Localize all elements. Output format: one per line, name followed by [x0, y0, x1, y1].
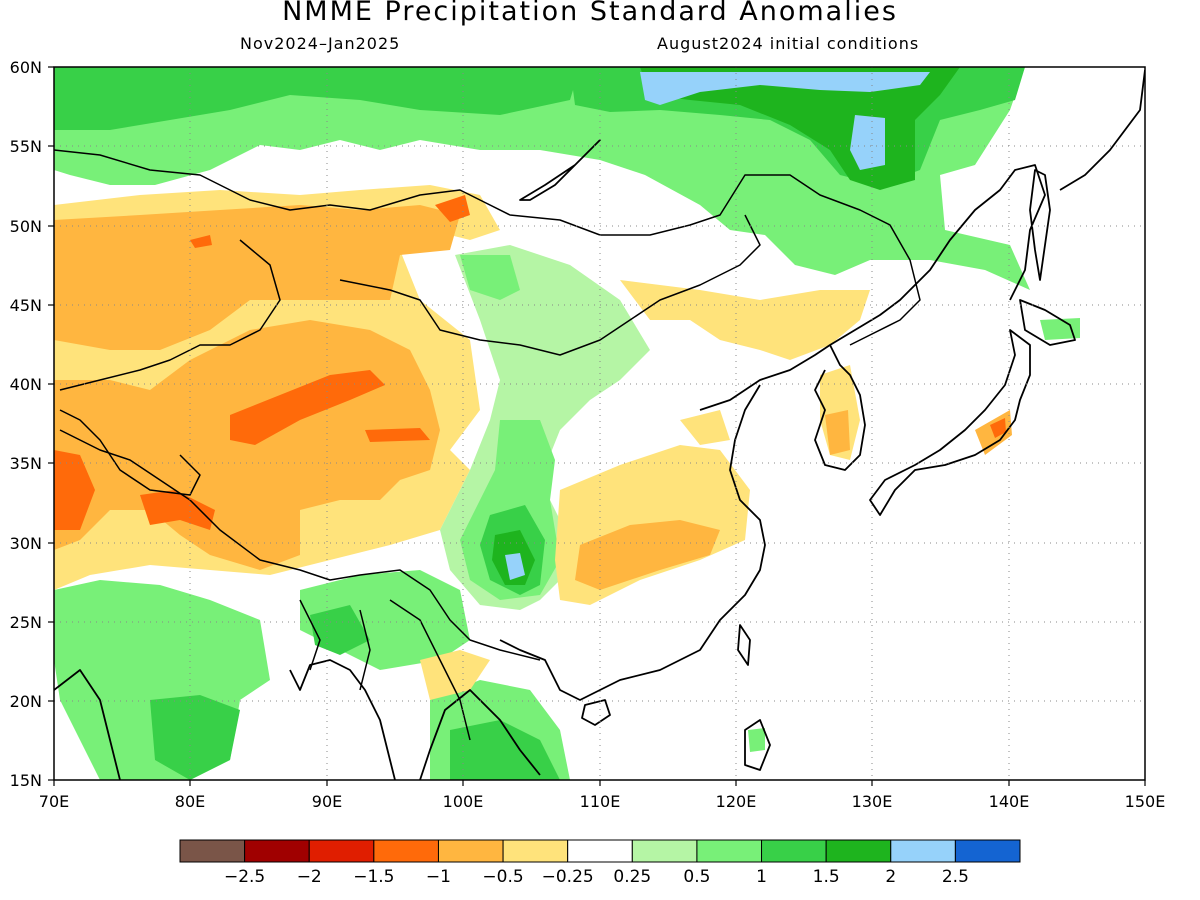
lon-label: 80E — [175, 792, 205, 811]
lon-label: 100E — [443, 792, 484, 811]
colorbar-swatch — [437, 839, 504, 863]
anomaly-fields — [54, 67, 1145, 780]
colorbar-label: 2 — [885, 867, 896, 887]
map-title: NMME Precipitation Standard Anomalies — [282, 0, 898, 27]
lat-label: 25N — [10, 613, 42, 632]
strong-dry-baikal-west — [435, 195, 470, 222]
lon-label: 150E — [1125, 792, 1166, 811]
wet-central — [460, 255, 520, 300]
lat-label: 45N — [10, 296, 42, 315]
border-bangladesh-myanmar — [299, 599, 471, 741]
wetter-bangladesh — [310, 605, 370, 655]
lat-label: 15N — [10, 771, 42, 790]
dry-southeast — [575, 520, 720, 590]
colorbar-swatch — [696, 839, 763, 863]
colorbar-label: 0.5 — [683, 867, 710, 887]
lat-label: 50N — [10, 217, 42, 236]
colorbar-swatch — [179, 839, 246, 863]
extreme-wet-sichuan — [505, 553, 525, 580]
lon-label: 130E — [852, 792, 893, 811]
colorbar-label: −0.25 — [542, 867, 594, 887]
lat-label: 35N — [10, 454, 42, 473]
extreme-wet-north — [640, 72, 930, 105]
colorbar: −2.5 −2 −1.5 −1 −0.5 −0.25 0.25 0.5 1 1.5 2 2.5 — [179, 839, 1021, 887]
colorbar-swatch — [954, 839, 1021, 863]
strong-dry-tibet — [230, 370, 385, 445]
colorbar-label: 2.5 — [942, 867, 969, 887]
colorbar-swatch — [631, 839, 698, 863]
coastline-taiwan — [737, 624, 751, 666]
colorbar-swatch — [890, 839, 956, 863]
slight-dry-myanmar — [420, 650, 490, 700]
lat-label: 30N — [10, 534, 42, 553]
strong-dry-far-west — [54, 450, 95, 530]
coastline-kamchatka — [1059, 69, 1145, 191]
colorbar-swatch — [308, 839, 375, 863]
colorbar-swatch — [244, 839, 310, 863]
wetter-north — [54, 67, 580, 130]
colorbar-label: 1.5 — [813, 867, 840, 887]
border-himalaya — [59, 409, 201, 496]
grid — [54, 67, 1145, 780]
colorbar-swatch — [373, 839, 439, 863]
colorbar-label: −1.5 — [353, 867, 394, 887]
longitude-labels: 70E 80E 90E 100E 110E 120E 130E 140E 150… — [39, 792, 1166, 811]
latitude-labels: 60N 55N 50N 45N 40N 35N 30N 25N 20N 15N — [10, 58, 42, 790]
colorbar-label: 1 — [756, 867, 767, 887]
coastlines — [54, 69, 1145, 780]
coastline-hainan — [581, 699, 611, 726]
lat-label: 60N — [10, 58, 42, 77]
colorbar-swatch — [502, 839, 569, 863]
lon-label: 140E — [989, 792, 1030, 811]
extreme-wet-spot — [850, 115, 885, 170]
colorbar-label: −2.5 — [224, 867, 265, 887]
forecast-period: Nov2024–Jan2025 — [240, 34, 401, 53]
lat-label: 40N — [10, 375, 42, 394]
border-china-south — [59, 429, 541, 661]
slight-dry-north-china — [620, 280, 870, 360]
initial-conditions: August2024 initial conditions — [657, 34, 920, 53]
strong-dry-honshu — [990, 418, 1006, 438]
coastline-japan — [869, 299, 1076, 516]
lat-label: 55N — [10, 137, 42, 156]
colorbar-label: −1 — [426, 867, 451, 887]
coastline-south-asia — [54, 659, 541, 780]
colorbar-swatch — [825, 839, 892, 863]
slight-dry-shandong — [680, 410, 730, 445]
wetter-india — [150, 695, 240, 780]
border-mongolia-china — [339, 214, 761, 356]
colorbar-label: 0.25 — [613, 867, 651, 887]
lon-label: 110E — [580, 792, 621, 811]
lon-label: 90E — [312, 792, 342, 811]
wet-sakhalin-hokkaido — [1040, 318, 1080, 340]
coastline-philippines — [744, 719, 771, 771]
colorbar-swatch — [761, 839, 827, 863]
colorbar-label: −0.5 — [482, 867, 523, 887]
border-kazakh-china — [59, 239, 281, 391]
dry-west — [54, 205, 460, 350]
strong-dry-himalaya — [140, 490, 215, 530]
lon-label: 70E — [39, 792, 69, 811]
slight-wet-philippines — [748, 728, 765, 752]
dry-korea — [825, 410, 850, 455]
colorbar-swatch — [567, 839, 633, 863]
coastline-sakhalin — [1029, 169, 1051, 281]
strong-dry-tibet-east — [365, 428, 430, 442]
strong-dry-kazakh — [190, 235, 212, 248]
coastline-east-asia — [499, 164, 1046, 701]
country-borders — [54, 149, 921, 741]
lat-label: 20N — [10, 692, 42, 711]
lon-label: 120E — [716, 792, 757, 811]
colorbar-label: −2 — [297, 867, 322, 887]
tick-marks — [48, 66, 1146, 786]
